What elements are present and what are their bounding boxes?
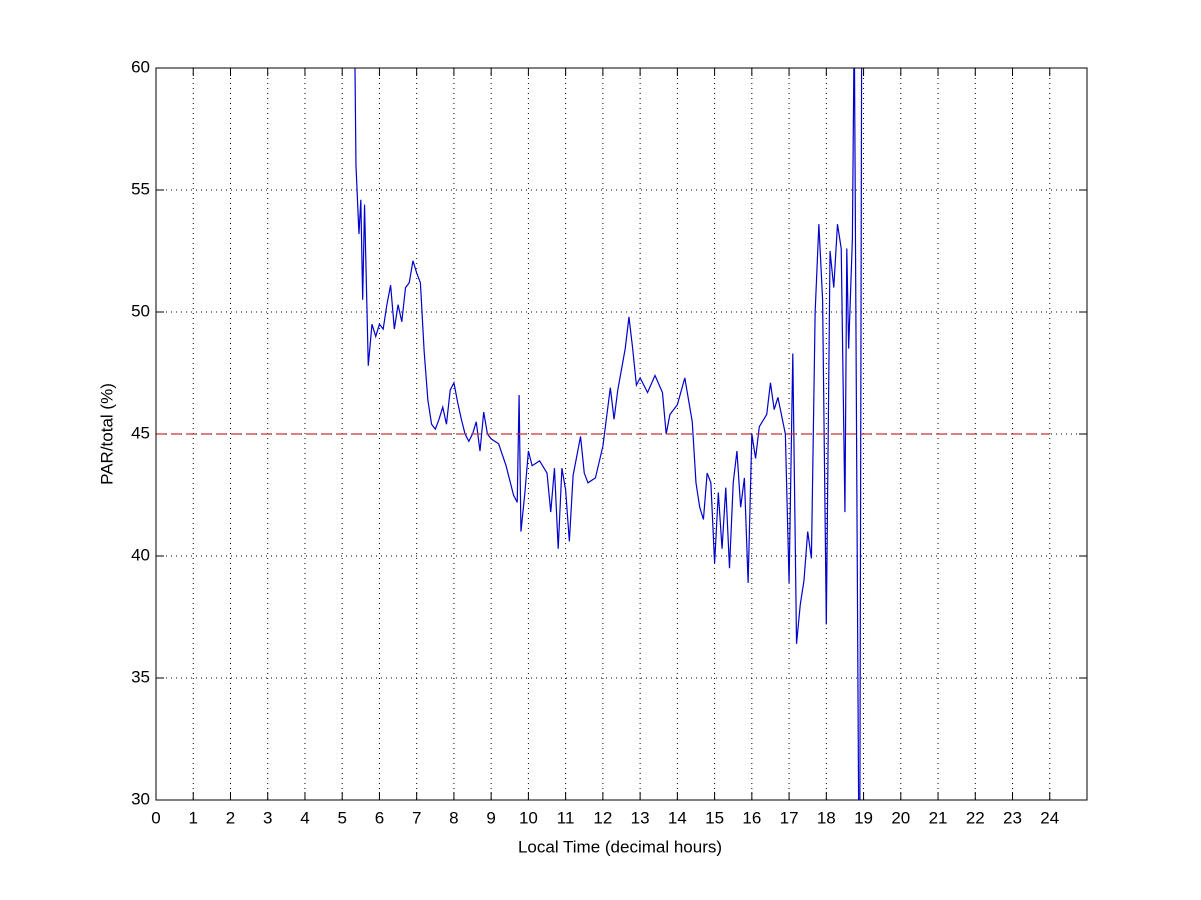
- x-tick-label: 10: [519, 808, 538, 827]
- x-tick-label: 24: [1040, 808, 1059, 827]
- x-tick-label: 11: [557, 808, 575, 827]
- x-tick-label: 19: [854, 808, 873, 827]
- y-tick-label: 40: [131, 545, 150, 564]
- x-tick-label: 20: [891, 808, 910, 827]
- x-tick-label: 8: [449, 808, 458, 827]
- x-tick-label: 15: [705, 808, 724, 827]
- x-axis-label: Local Time (decimal hours): [518, 837, 722, 856]
- x-tick-label: 16: [742, 808, 761, 827]
- y-tick-label: 60: [131, 57, 150, 76]
- x-tick-label: 5: [337, 808, 346, 827]
- y-tick-label: 30: [131, 789, 150, 808]
- x-tick-label: 22: [966, 808, 985, 827]
- x-tick-label: 4: [300, 808, 309, 827]
- y-axis-label: PAR/total (%): [97, 383, 116, 485]
- x-tick-label: 3: [263, 808, 272, 827]
- x-tick-label: 21: [929, 808, 948, 827]
- x-tick-label: 18: [817, 808, 836, 827]
- y-tick-label: 45: [131, 423, 150, 442]
- y-tick-label: 50: [131, 301, 150, 320]
- x-tick-label: 0: [151, 808, 160, 827]
- x-tick-label: 13: [631, 808, 650, 827]
- plot-frame: [155, 67, 1088, 801]
- x-tick-label: 1: [189, 808, 198, 827]
- data-line: [354, 68, 863, 800]
- x-tick-label: 17: [780, 808, 799, 827]
- x-tick-label: 14: [668, 808, 687, 827]
- y-tick-label: 55: [131, 179, 150, 198]
- x-tick-label: 6: [375, 808, 384, 827]
- plot-area: [156, 68, 1050, 800]
- x-tick-label: 23: [1003, 808, 1022, 827]
- x-tick-label: 2: [226, 808, 235, 827]
- x-tick-label: 7: [412, 808, 421, 827]
- x-tick-label: 9: [486, 808, 495, 827]
- x-tick-label: 12: [593, 808, 612, 827]
- y-tick-label: 35: [131, 667, 150, 686]
